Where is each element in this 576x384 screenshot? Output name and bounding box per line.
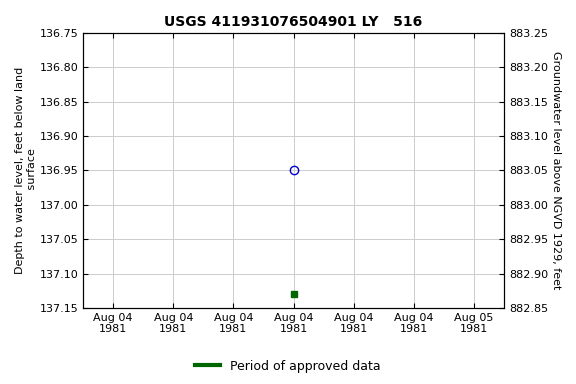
Title: USGS 411931076504901 LY   516: USGS 411931076504901 LY 516 bbox=[165, 15, 423, 29]
Y-axis label: Depth to water level, feet below land
 surface: Depth to water level, feet below land su… bbox=[15, 67, 37, 274]
Y-axis label: Groundwater level above NGVD 1929, feet: Groundwater level above NGVD 1929, feet bbox=[551, 51, 561, 290]
Legend: Period of approved data: Period of approved data bbox=[190, 355, 386, 378]
